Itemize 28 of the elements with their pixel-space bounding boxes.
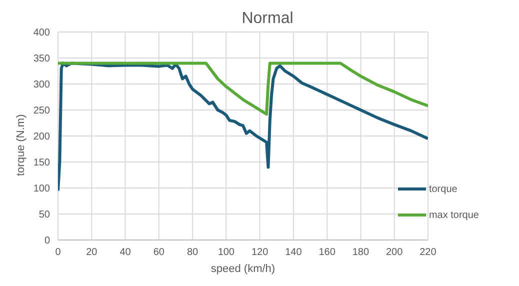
x-tick-label: 180 (352, 247, 370, 258)
line-series (58, 62, 428, 116)
x-tick-label: 20 (86, 247, 98, 258)
x-axis-title: speed (km/h) (210, 263, 276, 275)
chart-title: Normal (240, 10, 294, 28)
x-tick-label: 0 (55, 247, 62, 258)
line-series (58, 62, 428, 192)
y-tick-label: 200 (33, 132, 50, 143)
y-axis-title: torque (N.m) (14, 114, 27, 176)
x-tick-label: 220 (420, 247, 437, 258)
y-tick-label: 0 (44, 236, 50, 247)
y-tick-label: 350 (33, 54, 50, 65)
x-tick-label: 80 (186, 247, 199, 258)
x-tick-label: 120 (251, 247, 269, 258)
x-tick-label: 100 (218, 247, 235, 258)
legend-label: max torque (428, 210, 479, 220)
y-tick-label: 400 (33, 28, 50, 39)
y-tick-label: 300 (33, 80, 50, 91)
y-tick-label: 100 (33, 184, 50, 195)
x-tick-label: 160 (318, 247, 336, 258)
x-tick-label: 40 (120, 247, 132, 258)
x-tick-label: 60 (153, 247, 165, 258)
legend-label: torque (428, 184, 458, 194)
x-tick-label: 200 (386, 247, 404, 258)
y-tick-label: 150 (33, 158, 50, 169)
y-tick-label: 50 (38, 210, 50, 221)
x-tick-label: 140 (285, 247, 302, 258)
y-tick-label: 250 (33, 106, 50, 117)
